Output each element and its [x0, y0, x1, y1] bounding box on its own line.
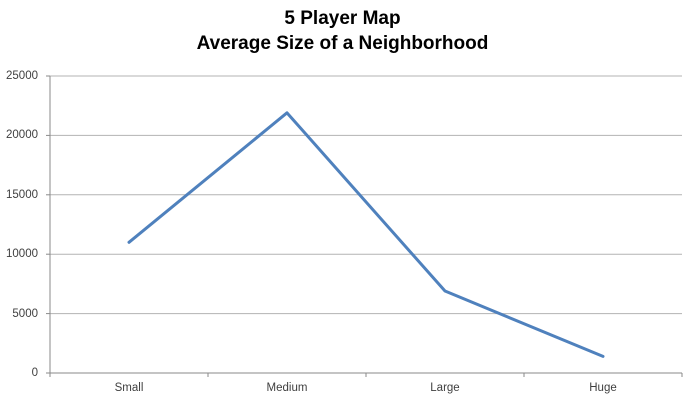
x-axis-label: Medium	[266, 382, 308, 394]
chart-title: 5 Player Map Average Size of a Neighborh…	[0, 6, 685, 56]
y-axis-label: 10000	[6, 248, 38, 261]
x-axis-label: Small	[114, 382, 144, 394]
data-line	[127, 111, 605, 358]
y-axis-label: 25000	[6, 70, 38, 82]
chart-title-line1: 5 Player Map	[284, 8, 401, 29]
x-axis-label: Huge	[589, 382, 617, 394]
y-axis-label: 5000	[12, 307, 38, 320]
y-axis-label: 20000	[6, 129, 38, 142]
y-axis-label: 15000	[6, 188, 38, 201]
y-axis-label: 0	[31, 367, 38, 379]
x-axis-label: Large	[430, 382, 460, 394]
chart-title-line2: Average Size of a Neighborhood	[196, 33, 489, 54]
